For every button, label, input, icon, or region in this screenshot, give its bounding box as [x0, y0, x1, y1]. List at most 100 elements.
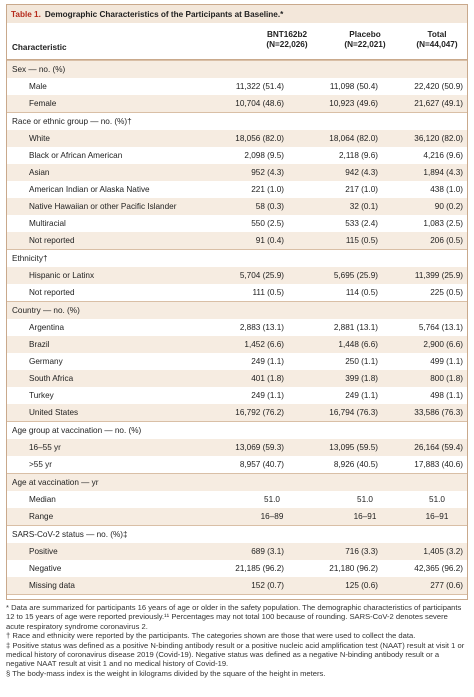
- cell-total: 33,586 (76.3): [414, 408, 463, 417]
- cell-bnt: 5,704 (25.9): [239, 271, 284, 280]
- table-row: American Indian or Alaska Native 221 (1.0…: [7, 181, 467, 198]
- table-row: Positive 689 (3.1) 716 (3.3) 1,405 (3.2): [7, 543, 467, 560]
- cell-placebo: 114 (0.5): [345, 288, 378, 297]
- cell-bnt: 550 (2.5): [251, 219, 284, 228]
- table-row: Not reported 111 (0.5) 114 (0.5) 225 (0.5): [7, 284, 467, 301]
- row-label: United States: [29, 408, 79, 417]
- cell-total: 1,405 (3.2): [423, 547, 463, 556]
- table-row: Hispanic or Latinx 5,704 (25.9) 5,695 (25.…: [7, 267, 467, 284]
- row-label: Not reported: [29, 236, 75, 245]
- table-row: Argentina 2,883 (13.1) 2,881 (13.1) 5,764 (…: [7, 319, 467, 336]
- row-label: South Africa: [29, 374, 74, 383]
- cell-placebo: 21,180 (96.2): [329, 564, 378, 573]
- table-row: White 18,056 (82.0) 18,064 (82.0) 36,120 (8…: [7, 130, 467, 147]
- row-label: Missing data: [29, 581, 75, 590]
- cell-bnt: 2,883 (13.1): [239, 323, 284, 332]
- cell-total: 11,399 (25.9): [414, 271, 463, 280]
- cell-bnt: 91 (0.4): [255, 236, 284, 245]
- header-placebo: Placebo (N=22,021): [325, 30, 405, 50]
- cell-bnt: 16–89: [260, 512, 284, 521]
- header-bnt162b2-n: (N=22,026): [266, 40, 308, 49]
- cell-bnt: 401 (1.8): [251, 374, 284, 383]
- section-heading-row: Ethnicity†: [7, 249, 467, 267]
- cell-bnt: 21,185 (96.2): [235, 564, 284, 573]
- cell-total: 5,764 (13.1): [418, 323, 463, 332]
- cell-total: 21,627 (49.1): [414, 99, 463, 108]
- row-label: White: [29, 134, 50, 143]
- row-label: Argentina: [29, 323, 65, 332]
- row-label: American Indian or Alaska Native: [29, 185, 150, 194]
- section-heading: Ethnicity†: [12, 254, 48, 263]
- table-row: Missing data 152 (0.7) 125 (0.6) 277 (0.6): [7, 577, 467, 594]
- cell-bnt: 8,957 (40.7): [239, 460, 284, 469]
- row-label: Asian: [29, 168, 50, 177]
- header-placebo-name: Placebo: [349, 30, 381, 39]
- cell-total: 17,883 (40.6): [414, 460, 463, 469]
- section-heading: Race or ethnic group — no. (%)†: [12, 117, 132, 126]
- table-body: Sex — no. (%) Male 11,322 (51.4) 11,098 (50…: [7, 60, 467, 599]
- cell-bnt: 152 (0.7): [251, 581, 284, 590]
- row-label: Positive: [29, 547, 58, 556]
- cell-bnt: 51.0: [264, 495, 280, 504]
- row-label: Male: [29, 82, 47, 91]
- demographics-table: Table 1. Demographic Characteristics of …: [6, 4, 468, 600]
- header-bnt162b2: BNT162b2 (N=22,026): [247, 30, 327, 50]
- cell-bnt: 16,792 (76.2): [235, 408, 284, 417]
- cell-total: 206 (0.5): [430, 236, 463, 245]
- section-heading: Body-mass index — no. (%)§: [12, 595, 118, 599]
- row-label: Hispanic or Latinx: [29, 271, 95, 280]
- cell-total: 2,900 (6.6): [423, 340, 463, 349]
- header-characteristic: Characteristic: [12, 43, 67, 52]
- cell-placebo: 217 (1.0): [345, 185, 378, 194]
- cell-placebo: 16,794 (76.3): [329, 408, 378, 417]
- cell-placebo: 10,923 (49.6): [329, 99, 378, 108]
- table-header: Characteristic BNT162b2 (N=22,026) Place…: [7, 23, 467, 60]
- section-heading-row: Age group at vaccination — no. (%): [7, 421, 467, 439]
- header-bnt162b2-name: BNT162b2: [266, 30, 308, 39]
- row-label: Range: [29, 512, 54, 521]
- section-heading-row: Race or ethnic group — no. (%)†: [7, 112, 467, 130]
- cell-placebo: 13,095 (59.5): [329, 443, 378, 452]
- section-heading: Age at vaccination — yr: [12, 478, 99, 487]
- cell-total: 4,216 (9.6): [423, 151, 463, 160]
- row-label: >55 yr: [29, 460, 52, 469]
- cell-bnt: 10,704 (48.6): [235, 99, 284, 108]
- header-placebo-n: (N=22,021): [344, 40, 386, 49]
- section-heading-row: Sex — no. (%): [7, 60, 467, 78]
- table-row: Multiracial 550 (2.5) 533 (2.4) 1,083 (2.5): [7, 215, 467, 232]
- table-row: Native Hawaiian or other Pacific Islande…: [7, 198, 467, 215]
- cell-bnt: 221 (1.0): [251, 185, 284, 194]
- table-row: >55 yr 8,957 (40.7) 8,926 (40.5) 17,883 (40…: [7, 456, 467, 473]
- footnote: * Data are summarized for participants 1…: [6, 603, 462, 631]
- cell-placebo: 32 (0.1): [349, 202, 378, 211]
- section-heading-row: Body-mass index — no. (%)§: [7, 594, 467, 599]
- cell-bnt: 13,069 (59.3): [235, 443, 284, 452]
- cell-bnt: 2,098 (9.5): [244, 151, 284, 160]
- row-label: Not reported: [29, 288, 75, 297]
- table-row: Asian 952 (4.3) 942 (4.3) 1,894 (4.3): [7, 164, 467, 181]
- table-number: Table 1.: [11, 9, 41, 19]
- cell-placebo: 942 (4.3): [345, 168, 378, 177]
- row-label: Multiracial: [29, 219, 66, 228]
- cell-bnt: 952 (4.3): [251, 168, 284, 177]
- section-heading: Age group at vaccination — no. (%): [12, 426, 142, 435]
- cell-placebo: 1,448 (6.6): [338, 340, 378, 349]
- row-label: Female: [29, 99, 57, 108]
- row-label: Brazil: [29, 340, 50, 349]
- table-row: Female 10,704 (48.6) 10,923 (49.6) 21,627 (…: [7, 95, 467, 112]
- cell-total: 51.0: [429, 495, 445, 504]
- cell-total: 26,164 (59.4): [414, 443, 463, 452]
- table-row: Median 51.0 51.0 51.0: [7, 491, 467, 508]
- section-heading-row: Age at vaccination — yr: [7, 473, 467, 491]
- table-row: Turkey 249 (1.1) 249 (1.1) 498 (1.1): [7, 387, 467, 404]
- cell-total: 42,365 (96.2): [414, 564, 463, 573]
- cell-placebo: 533 (2.4): [345, 219, 378, 228]
- section-heading: SARS-CoV-2 status — no. (%)‡: [12, 530, 128, 539]
- cell-placebo: 2,881 (13.1): [333, 323, 378, 332]
- cell-placebo: 5,695 (25.9): [333, 271, 378, 280]
- header-total-name: Total: [427, 30, 447, 39]
- cell-placebo: 716 (3.3): [345, 547, 378, 556]
- cell-bnt: 249 (1.1): [251, 357, 284, 366]
- cell-placebo: 51.0: [357, 495, 373, 504]
- header-total-n: (N=44,047): [416, 40, 458, 49]
